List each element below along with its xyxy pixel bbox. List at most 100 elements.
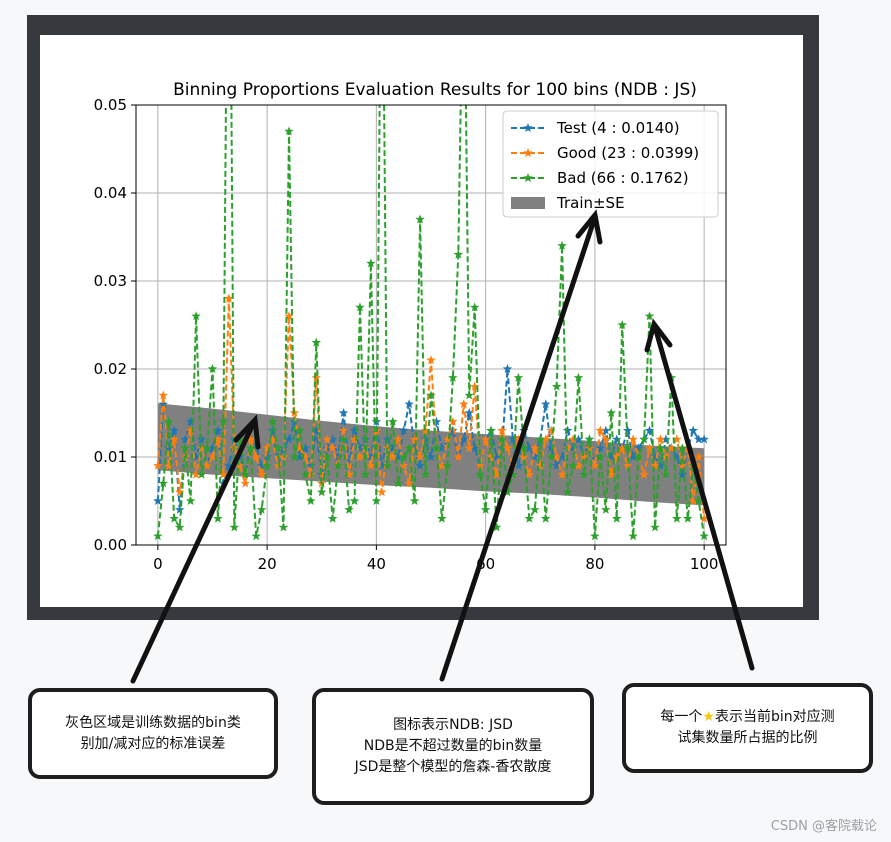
series-1-point	[398, 460, 409, 470]
series-2-point	[333, 460, 343, 470]
series-0-point	[349, 425, 360, 435]
series-0-point	[377, 460, 387, 470]
series-1-point	[622, 460, 633, 470]
series-2-point	[628, 531, 638, 541]
series-1-point	[606, 469, 616, 479]
series-2-point	[426, 390, 436, 400]
series-1-point	[404, 478, 414, 488]
star-icon: ★	[702, 709, 715, 725]
series-2-point	[650, 522, 660, 532]
series-2-point	[612, 513, 622, 523]
x-tick-label: 0	[153, 555, 163, 573]
series-0-point	[284, 434, 294, 444]
x-tick-label: 60	[476, 555, 495, 573]
legend: Test (4 : 0.0140) Good (23 : 0.0399) Bad (…	[502, 110, 719, 218]
legend-marker	[523, 148, 533, 157]
series-2-point	[278, 522, 289, 532]
note-train-band: 灰色区域是训练数据的bin类 别加/减对应的标准误差	[28, 688, 278, 779]
note-ndb-jsd-line-3: JSD是整个模型的詹森-香农散度	[354, 759, 552, 775]
series-1-point	[322, 434, 332, 444]
series-2-point	[289, 452, 300, 461]
note-ndb-jsd-line-2: NDB是不超过数量的bin数量	[363, 738, 543, 754]
series-0-point	[404, 399, 414, 409]
series-2-point	[295, 425, 305, 435]
series-2-point	[317, 487, 327, 497]
series-2-point	[191, 311, 201, 321]
series-0-point	[355, 443, 365, 453]
legend-label: Train±SE	[556, 194, 625, 212]
series-2-point	[256, 504, 267, 514]
series-0-point	[388, 443, 398, 453]
series-2-point	[398, 452, 409, 461]
chart-canvas: 0 20 40 60 80 100 0.00 0.01 0.02 0.03 0.04 0.05 Binn…	[40, 35, 803, 607]
series-1-point	[349, 434, 360, 444]
series-0-point	[644, 425, 655, 435]
note-ndb-jsd-line-1: 图标表示NDB: JSD	[393, 717, 513, 733]
series-0-point	[601, 425, 611, 435]
series-1-point	[644, 443, 655, 453]
series-2-point	[164, 416, 174, 426]
y-tick-label: 0.00	[94, 536, 127, 554]
legend-label: Bad (66 : 0.1762)	[557, 169, 689, 187]
series-1-point	[601, 434, 611, 444]
series-0-point	[174, 504, 185, 514]
series-0-point	[431, 416, 442, 426]
series-2-point	[366, 258, 376, 268]
series-1-point	[355, 452, 365, 461]
chart-svg: 0 20 40 60 80 100 0.00 0.01 0.02 0.03 0.04 0.05 Binn…	[94, 80, 727, 573]
series-0-point	[344, 460, 354, 470]
y-tick-label: 0.05	[94, 96, 127, 114]
series-0-point	[327, 434, 338, 444]
series-1-point	[426, 355, 436, 365]
series-2-point	[218, 416, 229, 426]
series-2-point	[672, 513, 682, 523]
series-2-point	[382, 460, 393, 470]
x-tick-label: 100	[690, 555, 719, 573]
series-2-point	[251, 531, 261, 541]
series-0-point	[338, 408, 349, 417]
series-1-point	[612, 452, 622, 461]
series-0-point	[322, 443, 332, 453]
series-1-point	[295, 443, 305, 453]
series-2-point	[284, 126, 294, 136]
series-0-point	[398, 425, 409, 435]
series-2-point	[355, 302, 365, 312]
series-2-point	[601, 504, 611, 514]
watermark: CSDN @客院载论	[770, 819, 877, 834]
series-1-point	[251, 452, 261, 461]
series-0-point	[595, 443, 606, 453]
series-2-point	[213, 513, 223, 523]
series-1-point	[639, 469, 649, 479]
series-2-point	[311, 337, 321, 347]
series-2-point	[541, 513, 551, 523]
series-2-point	[415, 214, 425, 224]
series-2-point	[606, 408, 616, 417]
series-0-point	[393, 452, 403, 461]
series-2-point	[262, 460, 272, 470]
series-2-point	[306, 496, 316, 505]
series-1-point	[311, 372, 321, 382]
series-2-point	[622, 443, 633, 453]
y-tick-label: 0.04	[94, 184, 127, 202]
series-1-point	[377, 487, 387, 497]
series-1-point	[158, 390, 169, 400]
series-2-point	[273, 443, 283, 453]
series-0-point	[333, 452, 343, 461]
series-1-point	[338, 425, 349, 435]
series-0-point	[256, 460, 267, 470]
x-tick-label: 40	[367, 555, 386, 573]
series-0-point	[185, 416, 196, 426]
legend-marker	[523, 173, 533, 182]
legend-marker	[523, 123, 533, 132]
series-1-point	[415, 452, 425, 461]
series-1-point	[262, 443, 272, 453]
series-1-point	[388, 452, 398, 461]
series-0-point	[295, 452, 305, 461]
series-0-point	[409, 443, 420, 453]
x-tick-label: 80	[585, 555, 604, 573]
note-ndb-jsd: 图标表示NDB: JSD NDB是不超过数量的bin数量 JSD是整个模型的詹森…	[312, 688, 594, 805]
series-2-point	[431, 443, 442, 453]
series-2-point	[420, 469, 431, 479]
y-tick-label: 0.01	[94, 448, 127, 466]
series-1-point	[409, 434, 420, 444]
